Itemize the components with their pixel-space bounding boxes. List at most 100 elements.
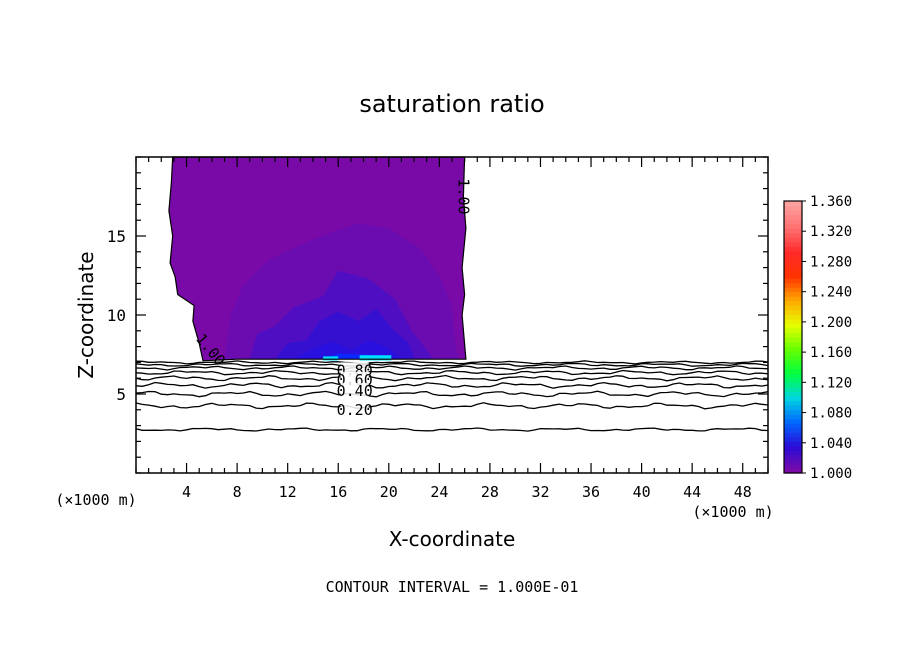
colorbar-segment bbox=[784, 432, 802, 438]
x-tick-label: 16 bbox=[329, 483, 347, 501]
colorbar-segment bbox=[784, 368, 802, 374]
colorbar-label: 1.200 bbox=[810, 315, 852, 331]
colorbar-segment bbox=[784, 427, 802, 433]
colorbar-segment bbox=[784, 237, 802, 243]
colorbar-segment bbox=[784, 201, 802, 207]
colorbar-segment bbox=[784, 386, 802, 392]
saturation-fill-layer bbox=[168, 157, 466, 361]
colorbar-segment bbox=[784, 463, 802, 470]
colorbar-segment bbox=[784, 232, 802, 238]
colorbar-segment bbox=[784, 296, 802, 302]
colorbar-segment bbox=[784, 205, 802, 211]
saturated-region-highlight-small bbox=[323, 356, 339, 361]
x-tick-label: 40 bbox=[633, 483, 651, 501]
contour-line-9 bbox=[135, 427, 769, 432]
colorbar-segment bbox=[784, 287, 802, 293]
y-axis-ticks: 5 10 15 bbox=[107, 156, 768, 474]
contour-label: 1.00 bbox=[454, 178, 472, 214]
colorbar-segment bbox=[784, 364, 802, 370]
saturated-region-level-5 bbox=[292, 340, 402, 360]
colorbar-segment bbox=[784, 468, 802, 474]
colorbar-segment bbox=[784, 350, 802, 356]
colorbar-segment bbox=[784, 373, 802, 379]
colorbar-segment bbox=[784, 246, 802, 252]
x-tick-label: 8 bbox=[233, 483, 242, 501]
x-tick-label: 24 bbox=[430, 483, 448, 501]
contour-line-4 bbox=[135, 369, 769, 376]
x-unit-label: (×1000 m) bbox=[692, 503, 773, 521]
colorbar-segment bbox=[784, 305, 802, 311]
chart-title: saturation ratio bbox=[359, 90, 544, 118]
colorbar-segment bbox=[784, 355, 802, 361]
colorbar-labels: 1.000 1.040 1.080 1.120 1.160 1.200 1.240 1.280… bbox=[802, 194, 852, 482]
colorbar-segment bbox=[784, 395, 802, 402]
colorbar-label: 1.160 bbox=[810, 345, 852, 361]
colorbar-segment bbox=[784, 255, 802, 261]
colorbar-segment bbox=[784, 337, 802, 343]
y-tick-label: 5 bbox=[116, 385, 126, 404]
colorbar-segment bbox=[784, 359, 802, 365]
x-tick-label: 48 bbox=[734, 483, 752, 501]
y-unit-label: (×1000 m) bbox=[55, 491, 136, 509]
colorbar-segment bbox=[784, 436, 802, 442]
colorbar-label: 1.080 bbox=[810, 406, 852, 422]
colorbar-segment bbox=[784, 346, 802, 352]
colorbar-segment bbox=[784, 282, 802, 288]
colorbar-segment bbox=[784, 414, 802, 420]
colorbar-segment bbox=[784, 377, 802, 383]
y-tick-label: 10 bbox=[107, 306, 126, 325]
y-tick-label: 15 bbox=[107, 227, 126, 246]
colorbar-segment bbox=[784, 327, 802, 334]
colorbar-segment bbox=[784, 323, 802, 329]
colorbar-segment bbox=[784, 228, 802, 234]
contour-label-bg bbox=[340, 401, 369, 418]
colorbar-segment bbox=[784, 259, 802, 266]
colorbar bbox=[783, 200, 803, 474]
colorbar-segment bbox=[784, 400, 802, 406]
colorbar-segment bbox=[784, 250, 802, 256]
contour-lines bbox=[135, 156, 769, 432]
contour-line-1 bbox=[135, 360, 769, 365]
colorbar-segment bbox=[784, 300, 802, 306]
contour-line-2 bbox=[135, 362, 769, 367]
colorbar-segment bbox=[784, 423, 802, 429]
x-tick-label: 36 bbox=[582, 483, 600, 501]
colorbar-label: 1.320 bbox=[810, 224, 852, 240]
colorbar-segment bbox=[784, 409, 802, 415]
colorbar-segment bbox=[784, 391, 802, 397]
contour-label: 0.40 bbox=[337, 382, 373, 400]
colorbar-segment bbox=[784, 450, 802, 456]
colorbar-segment bbox=[784, 223, 802, 229]
colorbar-segment bbox=[784, 278, 802, 284]
colorbar-label: 1.360 bbox=[810, 194, 852, 210]
colorbar-segment bbox=[784, 445, 802, 451]
colorbar-segment bbox=[784, 219, 802, 225]
colorbar-segment bbox=[784, 264, 802, 270]
colorbar-segment bbox=[784, 291, 802, 297]
contour-line-8 bbox=[135, 402, 769, 410]
contour-line-7 bbox=[135, 390, 769, 398]
x-tick-label: 20 bbox=[380, 483, 398, 501]
colorbar-segment bbox=[784, 332, 802, 338]
colorbar-label: 1.000 bbox=[810, 466, 852, 482]
colorbar-segment bbox=[784, 210, 802, 216]
colorbar-segment bbox=[784, 318, 802, 324]
colorbar-segment bbox=[784, 418, 802, 424]
colorbar-label: 1.040 bbox=[810, 436, 852, 452]
colorbar-segment bbox=[784, 273, 802, 279]
colorbar-label: 1.240 bbox=[810, 285, 852, 301]
contour-label: 0.20 bbox=[337, 401, 373, 419]
contour-1.00 bbox=[168, 156, 467, 362]
y-axis-label: Z-coordinate bbox=[74, 251, 98, 378]
colorbar-segment bbox=[784, 405, 802, 411]
contour-interval-note: CONTOUR INTERVAL = 1.000E-01 bbox=[326, 578, 579, 596]
contour-line-3 bbox=[135, 365, 769, 371]
colorbar-segment bbox=[784, 314, 802, 320]
colorbar-segment bbox=[784, 454, 802, 460]
colorbar-frame bbox=[783, 200, 803, 474]
colorbar-segment bbox=[784, 309, 802, 315]
x-tick-label: 4 bbox=[182, 483, 191, 501]
x-axis-label: X-coordinate bbox=[389, 527, 516, 551]
contour-line-5 bbox=[135, 374, 769, 382]
